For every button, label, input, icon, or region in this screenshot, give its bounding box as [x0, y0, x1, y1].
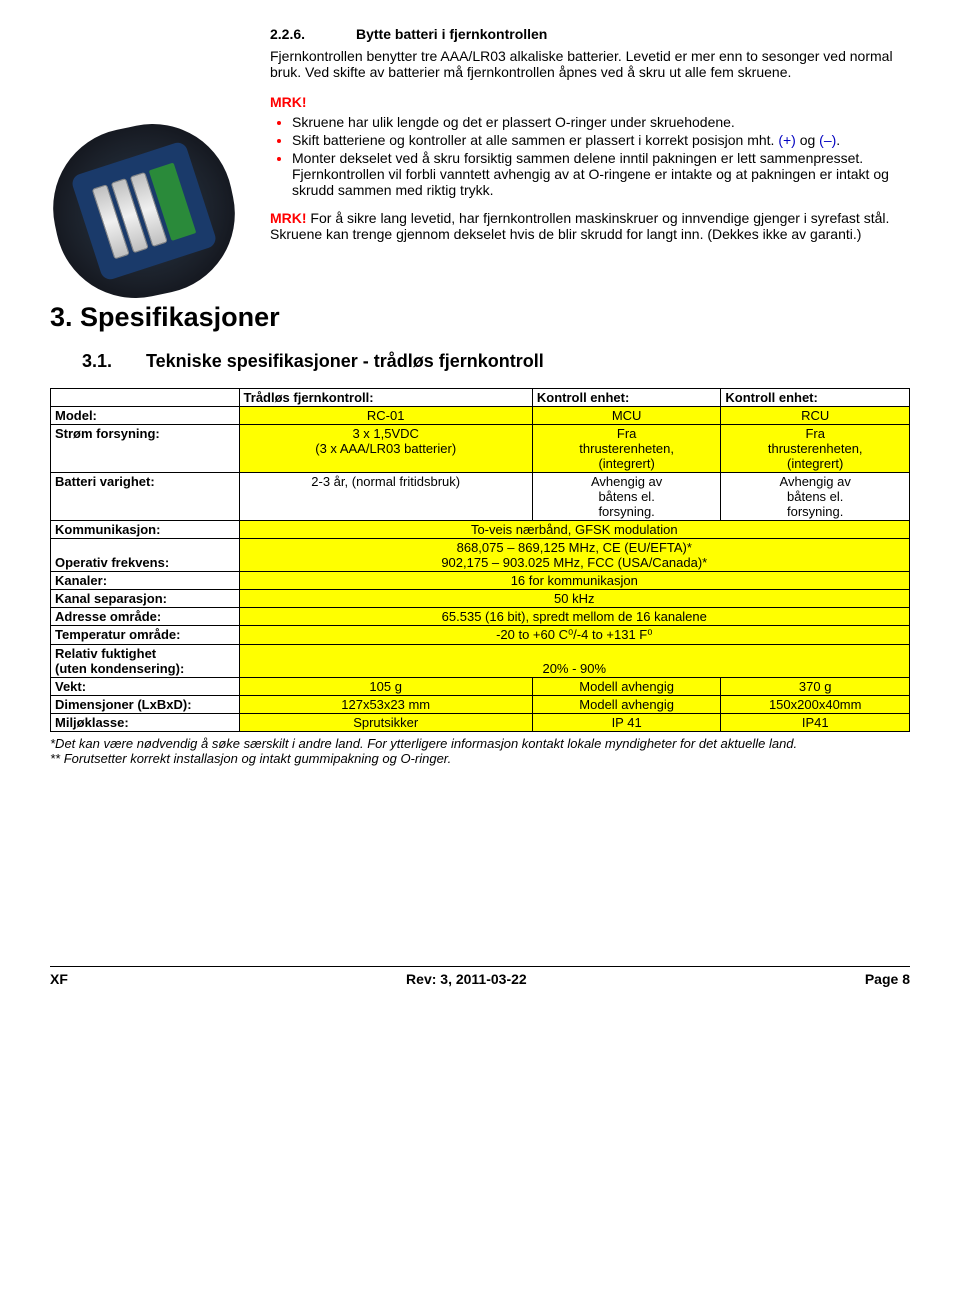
remote-control-image — [38, 109, 249, 313]
row-separation: Kanal separasjon: 50 kHz — [51, 590, 910, 608]
row-model: Model: RC-01 MCU RCU — [51, 407, 910, 425]
bullet-2: Skift batteriene og kontroller at alle s… — [292, 132, 910, 148]
footnotes: *Det kan være nødvendig å søke særskilt … — [50, 736, 910, 766]
spec-table: Trådløs fjernkontroll: Kontroll enhet: K… — [50, 388, 910, 732]
section-2-2-6: 2.2.6. Bytte batteri i fjernkontrollen F… — [270, 26, 910, 242]
intro-paragraph: Fjernkontrollen benytter tre AAA/LR03 al… — [270, 48, 910, 80]
footer-left: XF — [50, 971, 68, 987]
row-address: Adresse område: 65.535 (16 bit), spredt … — [51, 608, 910, 626]
bullet-list: Skruene har ulik lengde og det er plasse… — [270, 114, 910, 198]
page-footer: XF Rev: 3, 2011-03-22 Page 8 — [50, 966, 910, 987]
row-power: Strøm forsyning: 3 x 1,5VDC (3 x AAA/LR0… — [51, 425, 910, 473]
section-3-1-heading: 3.1. Tekniske spesifikasjoner - trådløs … — [82, 351, 910, 372]
row-temp: Temperatur område: -20 to +60 C⁰/-4 to +… — [51, 626, 910, 645]
footer-right: Page 8 — [865, 971, 910, 987]
row-weight: Vekt: 105 g Modell avhengig 370 g — [51, 678, 910, 696]
row-battery: Batteri varighet: 2-3 år, (normal fritid… — [51, 473, 910, 521]
mrk-paragraph-2: MRK! For å sikre lang levetid, har fjern… — [270, 210, 910, 242]
row-humidity: Relativ fuktighet (uten kondensering): 2… — [51, 645, 910, 678]
bullet-3: Monter dekselet ved å skru forsiktig sam… — [292, 150, 910, 198]
row-freq: Operativ frekvens: 868,075 – 869,125 MHz… — [51, 539, 910, 572]
footer-center: Rev: 3, 2011-03-22 — [406, 971, 527, 987]
section-title: Bytte batteri i fjernkontrollen — [356, 26, 547, 42]
mrk-label-2: MRK! — [270, 210, 307, 226]
row-ip: Miljøklasse: Sprutsikker IP 41 IP41 — [51, 714, 910, 732]
section-3-heading: 3. Spesifikasjoner — [50, 302, 910, 333]
row-comm: Kommunikasjon: To-veis nærbånd, GFSK mod… — [51, 521, 910, 539]
footnote-2: ** Forutsetter korrekt installasjon og i… — [50, 751, 910, 766]
table-header: Trådløs fjernkontroll: Kontroll enhet: K… — [51, 389, 910, 407]
mrk-label-1: MRK! — [270, 94, 910, 110]
row-channels: Kanaler: 16 for kommunikasjon — [51, 572, 910, 590]
section-number: 2.2.6. — [270, 26, 356, 42]
footnote-1: *Det kan være nødvendig å søke særskilt … — [50, 736, 910, 751]
bullet-1: Skruene har ulik lengde og det er plasse… — [292, 114, 910, 130]
row-dimensions: Dimensjoner (LxBxD): 127x53x23 mm Modell… — [51, 696, 910, 714]
